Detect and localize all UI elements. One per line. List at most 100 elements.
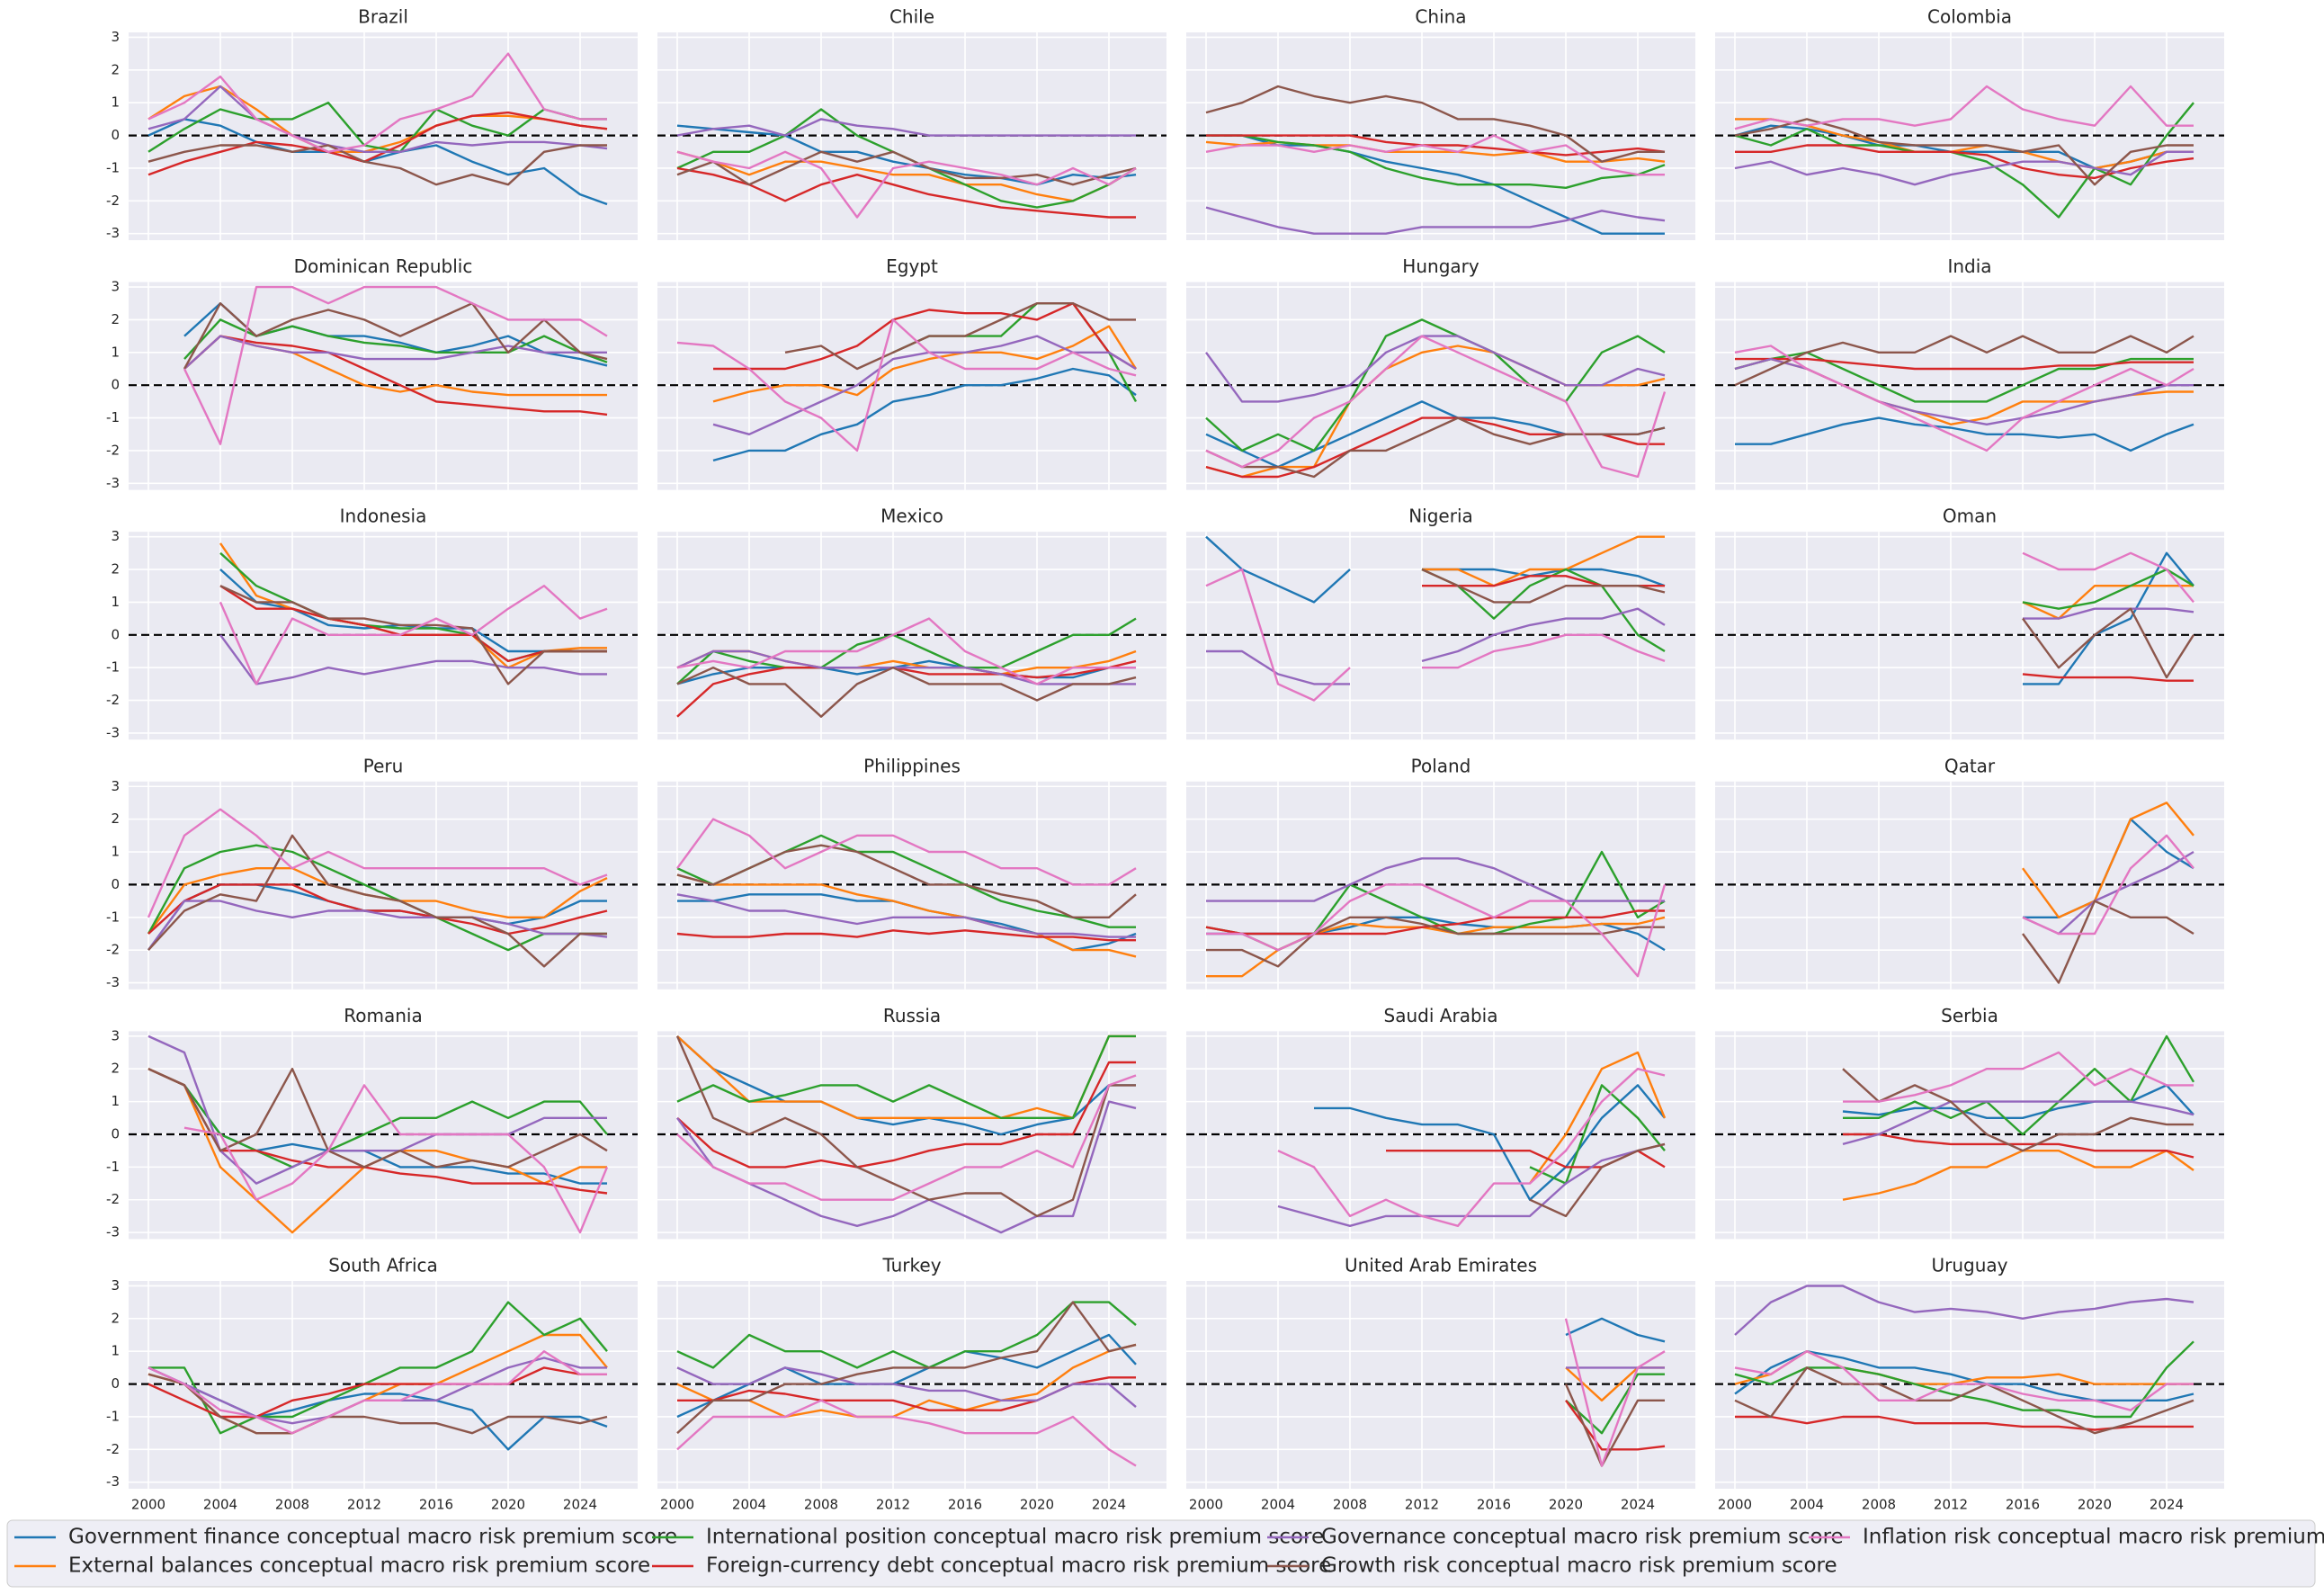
series-line [676,1366,1137,1409]
series-line [147,118,608,206]
series-line [2022,551,2194,604]
y-tick-label: 2 [111,61,120,77]
x-tick-label: 2024 [563,1497,597,1513]
panel-title: United Arab Emirates [1345,1255,1537,1276]
x-tick-label: 2020 [1020,1497,1054,1513]
series-line [676,844,1137,918]
x-tick-label: 2000 [1718,1497,1752,1513]
series-line [1205,85,1665,163]
series-line [1734,102,2194,219]
x-tick-label: 2016 [948,1497,982,1513]
y-tick-label: -1 [106,909,120,925]
series-line [2022,801,2194,918]
series-line [1734,1285,2194,1336]
x-tick-label: 2012 [1934,1497,1968,1513]
series-line [1734,351,2194,403]
series-line [676,150,1137,219]
series-line [219,634,607,685]
series-line [784,302,1136,371]
panel-title: Oman [1943,506,1997,527]
series-line [1735,416,2194,452]
series-line [1565,1373,1665,1435]
y-tick-label: 0 [111,127,120,143]
series-line [676,118,1136,137]
series-line [147,900,608,951]
series-line [1206,134,1666,157]
x-tick-label: 2020 [491,1497,525,1513]
series-line [1205,335,1667,479]
y-tick-label: 0 [111,626,120,642]
series-line [1734,335,2194,387]
panel-title: Uruguay [1932,1255,2008,1276]
x-tick-label: 2012 [1405,1497,1439,1513]
series-line [1422,535,1665,587]
x-tick-label: 2004 [203,1497,237,1513]
series-line [2022,568,2194,610]
y-tick-label: -1 [106,659,120,676]
series-line [2023,551,2194,685]
y-tick-label: 3 [111,279,120,295]
legend-label: Growth risk conceptual macro risk premiu… [1321,1554,1837,1578]
series-line [147,144,607,186]
panel-title: Romania [344,1005,422,1026]
y-tick-label: 1 [111,1093,120,1109]
x-tick-label: 2020 [2078,1497,2112,1513]
series-line [147,111,608,176]
y-tick-label: -3 [106,974,120,990]
series-line [1734,1340,2194,1419]
y-tick-label: -2 [106,1191,120,1207]
y-tick-label: 2 [111,810,120,827]
legend-label: Government finance conceptual macro risk… [68,1526,677,1549]
y-tick-label: 1 [111,94,120,111]
x-tick-label: 2016 [1477,1497,1511,1513]
x-tick-label: 2008 [804,1497,838,1513]
series-line [676,617,1136,685]
panel-title: Brazil [358,6,408,28]
series-line [676,1100,1137,1234]
series-line [1734,150,2194,186]
series-line [676,1035,1136,1136]
y-tick-label: -2 [106,692,120,708]
panel-title: Poland [1411,755,1471,776]
panel-title: South Africa [328,1255,438,1276]
series-line [1314,1084,1666,1201]
series-line [1421,568,1666,653]
series-line [1734,1350,2194,1411]
series-line [1205,909,1665,936]
series-line [1735,118,2194,170]
legend-label: International position conceptual macro … [706,1526,1324,1549]
y-tick-label: -3 [106,475,120,491]
x-tick-label: 2016 [2006,1497,2040,1513]
series-line [1564,1318,1666,1467]
series-line [676,1301,1137,1435]
series-line [148,1301,608,1435]
x-tick-label: 2020 [1549,1497,1583,1513]
y-tick-label: 0 [111,1375,120,1392]
y-tick-label: -2 [106,193,120,209]
series-line [147,1068,608,1169]
series-line [712,325,1138,403]
panel-title: Chile [889,6,934,28]
series-line [1206,916,1665,968]
x-tick-label: 2008 [275,1497,309,1513]
x-tick-label: 2004 [732,1497,766,1513]
y-tick-label: -1 [106,409,120,425]
x-tick-label: 2000 [660,1497,694,1513]
series-line [676,1074,1137,1201]
series-line [1277,1142,1666,1227]
series-line [147,1068,608,1169]
series-line [676,617,1137,685]
series-line [676,649,1136,685]
panel-title: Nigeria [1408,506,1473,527]
series-line [1206,883,1667,978]
y-tick-label: -3 [106,1473,120,1490]
series-line [1734,85,2194,130]
y-tick-label: 2 [111,1310,120,1326]
series-line [147,1068,608,1195]
series-line [1529,1142,1666,1218]
y-tick-label: 1 [111,344,120,360]
panel-title: Hungary [1402,255,1479,277]
x-tick-label: 2004 [1790,1497,1824,1513]
y-tick-label: 3 [111,1277,120,1294]
